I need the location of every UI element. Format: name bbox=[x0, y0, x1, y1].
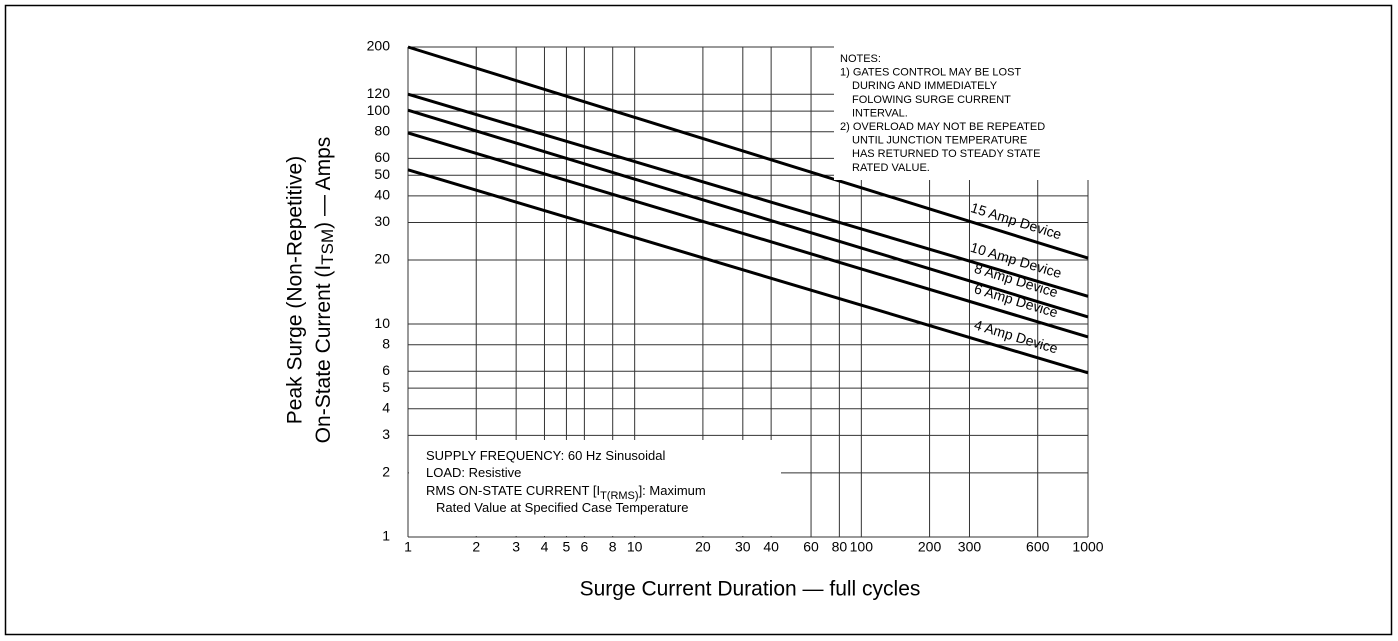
note-line: 1) GATES CONTROL MAY BE LOST bbox=[840, 67, 1021, 79]
note-line: RATED VALUE. bbox=[852, 162, 930, 174]
x-tick-label: 80 bbox=[832, 539, 848, 555]
condition: SUPPLY FREQUENCY: 60 Hz Sinusoidal bbox=[426, 448, 666, 463]
notes: NOTES: 1) GATES CONTROL MAY BE LOSTDURING… bbox=[840, 53, 1045, 174]
series-line bbox=[407, 168, 1089, 375]
y-tick-label: 200 bbox=[367, 38, 391, 54]
x-tick-label: 2 bbox=[472, 539, 480, 555]
x-tick-label: 5 bbox=[563, 539, 571, 555]
subscript: T(RMS) bbox=[600, 490, 639, 502]
x-tick-label: 300 bbox=[958, 539, 982, 555]
series-line bbox=[407, 45, 1089, 260]
y-tick-label: 20 bbox=[374, 251, 390, 267]
y-tick-label: 60 bbox=[374, 149, 390, 165]
y-axis-label: Peak Surge (Non-Repetitive) bbox=[284, 156, 307, 424]
y-tick-label: 120 bbox=[367, 85, 391, 101]
condition: LOAD: Resistive bbox=[426, 465, 521, 480]
frame bbox=[4, 4, 1393, 636]
condition-text: RMS ON-STATE CURRENT [I bbox=[426, 483, 600, 498]
note-line: HAS RETURNED TO STEADY STATE bbox=[852, 148, 1040, 160]
note-line: DURING AND IMMEDIATELY bbox=[852, 80, 998, 92]
condition-text: ]: Maximum bbox=[639, 483, 706, 498]
label-text: On-State Current (I bbox=[312, 265, 335, 444]
x-tick-label: 3 bbox=[512, 539, 520, 555]
series-line bbox=[407, 131, 1089, 339]
note-line: 2) OVERLOAD MAY NOT BE REPEATED bbox=[840, 121, 1045, 133]
x-tick-label: 20 bbox=[695, 539, 711, 555]
x-tick-label: 6 bbox=[580, 539, 588, 555]
x-tick-label: 40 bbox=[763, 539, 779, 555]
label-text: ) — Amps bbox=[312, 137, 335, 229]
subscript: TSM bbox=[318, 229, 337, 265]
y-tick-label: 1 bbox=[382, 528, 390, 544]
x-tick-label: 100 bbox=[850, 539, 874, 555]
condition: RMS ON-STATE CURRENT [IT(RMS)]: Maximum bbox=[426, 483, 706, 502]
x-tick-label: 8 bbox=[609, 539, 617, 555]
y-tick-label: 50 bbox=[374, 166, 390, 182]
x-tick-label: 1 bbox=[404, 539, 412, 555]
y-axis-label: On-State Current (ITSM) — Amps bbox=[312, 137, 338, 444]
x-tick-label: 4 bbox=[541, 539, 549, 555]
x-tick-label: 60 bbox=[803, 539, 819, 555]
y-tick-label: 80 bbox=[374, 122, 390, 138]
y-tick-label: 5 bbox=[382, 379, 390, 395]
y-tick-label: 30 bbox=[374, 213, 390, 229]
series-line bbox=[407, 92, 1089, 298]
y-tick-label: 8 bbox=[382, 335, 390, 351]
y-tick-label: 100 bbox=[367, 102, 391, 118]
y-tick-label: 2 bbox=[382, 464, 390, 480]
note-line: FOLOWING SURGE CURRENT bbox=[852, 94, 1011, 106]
y-tick-label: 6 bbox=[382, 362, 390, 378]
y-tick-label: 40 bbox=[374, 187, 390, 203]
note-line: NOTES: bbox=[840, 53, 881, 65]
condition: Rated Value at Specified Case Temperatur… bbox=[436, 500, 688, 515]
note-line: UNTIL JUNCTION TEMPERATURE bbox=[852, 135, 1027, 147]
x-axis-label: Surge Current Duration — full cycles bbox=[580, 578, 921, 601]
x-tick-label: 10 bbox=[627, 539, 643, 555]
note-line: INTERVAL. bbox=[852, 107, 908, 119]
lines bbox=[407, 45, 1089, 375]
y-tick-label: 10 bbox=[374, 315, 390, 331]
x-tick-label: 1000 bbox=[1072, 539, 1103, 555]
series-line bbox=[407, 108, 1089, 319]
conditions-box bbox=[409, 440, 781, 536]
y-tick-label: 4 bbox=[382, 399, 390, 415]
x-tick-label: 600 bbox=[1026, 539, 1050, 555]
notes-box bbox=[834, 44, 1090, 180]
y-tick-label: 3 bbox=[382, 426, 390, 442]
x-tick-label: 200 bbox=[918, 539, 942, 555]
x-tick-label: 30 bbox=[735, 539, 751, 555]
